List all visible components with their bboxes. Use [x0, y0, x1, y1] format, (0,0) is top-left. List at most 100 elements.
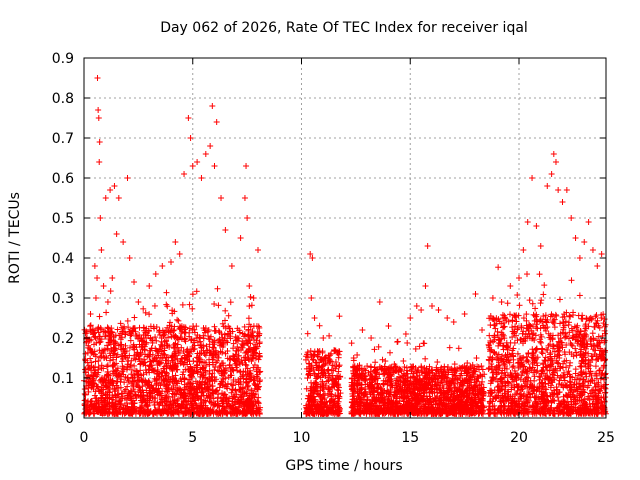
data-point [554, 394, 561, 401]
data-point [473, 355, 480, 362]
data-point [227, 356, 234, 363]
data-point [193, 288, 200, 295]
data-point [246, 303, 253, 310]
data-point [422, 355, 429, 362]
data-point [87, 355, 94, 362]
data-point [92, 358, 99, 365]
data-point [538, 339, 545, 346]
data-point [495, 264, 502, 271]
data-point [140, 305, 147, 312]
data-point [117, 320, 124, 327]
data-point [107, 357, 114, 364]
data-point [174, 341, 181, 348]
data-point [101, 346, 108, 353]
data-point [326, 332, 333, 339]
data-point [348, 340, 355, 347]
data-point [103, 309, 110, 316]
data-point [234, 367, 241, 374]
data-point [160, 378, 167, 385]
data-point [537, 374, 544, 381]
data-point [379, 356, 386, 363]
data-point [382, 358, 389, 365]
data-point [325, 366, 332, 373]
data-point [516, 302, 523, 309]
data-point [225, 312, 232, 319]
data-point [190, 357, 197, 364]
data-point [250, 323, 257, 330]
data-point [222, 307, 229, 314]
data-point [87, 323, 94, 330]
data-point [163, 289, 170, 296]
data-point [216, 364, 223, 371]
data-point [142, 309, 149, 316]
data-point [526, 297, 533, 304]
data-point [211, 300, 218, 307]
data-point [171, 323, 178, 330]
data-point [142, 341, 149, 348]
data-point [211, 337, 218, 344]
data-point [446, 344, 453, 351]
data-point [186, 301, 193, 308]
data-point [464, 360, 471, 367]
data-point [336, 313, 343, 320]
data-point [523, 271, 530, 278]
data-point [207, 399, 214, 406]
data-point [155, 401, 162, 408]
data-point [121, 388, 128, 395]
data-point [245, 315, 252, 322]
data-point [568, 277, 575, 284]
data-point [400, 358, 407, 365]
data-point [103, 363, 110, 370]
data-point [364, 363, 371, 370]
data-point [247, 293, 254, 300]
data-point [542, 312, 549, 319]
data-point [167, 319, 174, 326]
data-point [335, 354, 342, 361]
data-points [81, 75, 609, 417]
data-point [316, 322, 323, 329]
data-point [131, 346, 138, 353]
data-point [555, 332, 562, 339]
data-point [189, 291, 196, 298]
data-point [514, 292, 521, 299]
data-point [421, 340, 428, 347]
data-point [214, 285, 221, 292]
data-point [354, 351, 361, 358]
data-point [221, 317, 228, 324]
data-point [114, 351, 121, 358]
data-point [386, 349, 393, 356]
data-point [335, 368, 342, 375]
data-point [124, 317, 131, 324]
data-point [114, 365, 121, 372]
data-point [189, 305, 196, 312]
data-point [82, 391, 89, 398]
data-point [203, 343, 210, 350]
data-point [179, 301, 186, 308]
data-point [132, 356, 139, 363]
data-point [233, 391, 240, 398]
data-point [576, 292, 583, 299]
data-point [585, 357, 592, 364]
data-point [169, 307, 176, 314]
data-point [131, 314, 138, 321]
data-point [117, 378, 124, 385]
data-point [107, 288, 114, 295]
data-point [256, 353, 263, 360]
data-point [175, 317, 182, 324]
chart-title: Day 062 of 2026, Rate Of TEC Index for r… [160, 20, 528, 36]
data-point [146, 311, 153, 318]
data-point [124, 383, 131, 390]
data-point [151, 302, 158, 309]
data-point [215, 302, 222, 309]
data-point [96, 313, 103, 320]
data-point [174, 316, 181, 323]
data-point [455, 345, 462, 352]
data-point [304, 330, 311, 337]
data-point [441, 363, 448, 370]
data-point [127, 337, 134, 344]
data-point [589, 330, 596, 337]
data-point [404, 339, 411, 346]
data-point [81, 386, 88, 393]
data-point [147, 362, 154, 369]
